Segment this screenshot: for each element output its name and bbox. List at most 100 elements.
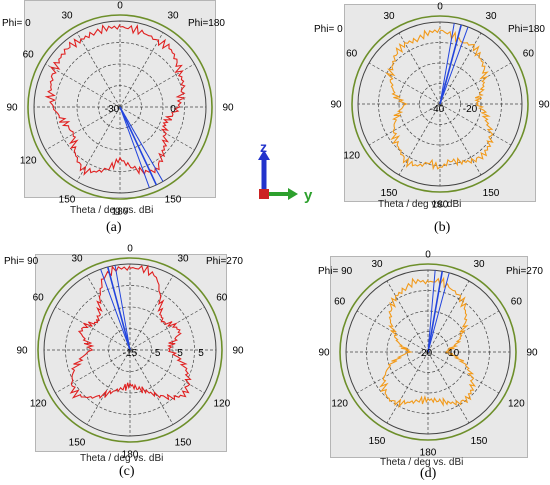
angle-tick-label: 120	[20, 156, 37, 167]
grid-spoke	[427, 280, 470, 353]
grid-spoke	[76, 106, 121, 182]
angle-tick-label: 150	[59, 194, 76, 205]
angle-tick-label: 30	[167, 11, 179, 22]
y-axis-arrowhead	[288, 188, 298, 200]
angle-tick-label: 180	[122, 450, 139, 461]
angle-tick-label: 90	[222, 103, 234, 114]
grid-spoke	[76, 32, 121, 108]
grid-spoke	[439, 32, 482, 105]
polar-plot: 0 30 30 60 60 90 90 120 150 180 150 -40 -20	[330, 2, 550, 211]
beam-line	[106, 266, 131, 351]
angle-tick-label: 90	[318, 348, 330, 359]
angle-tick-label: 90	[16, 346, 28, 357]
pattern-curve	[44, 24, 186, 176]
phi-left-label: Phi= 0	[314, 24, 343, 35]
beam-line	[427, 270, 436, 353]
angle-tick-label: 60	[334, 297, 346, 308]
angle-tick-label: 0	[117, 1, 123, 12]
angle-tick-label: 60	[216, 293, 228, 304]
beam-line	[439, 24, 462, 105]
pattern-curve	[379, 276, 477, 409]
radial-tick-label: 5	[198, 348, 204, 359]
angle-tick-label: 30	[71, 254, 83, 265]
angle-tick-label: 60	[33, 293, 45, 304]
angle-tick-label: 60	[23, 50, 35, 61]
grid-spoke	[129, 275, 174, 351]
outer-ring	[37, 257, 223, 443]
angle-tick-label: 150	[175, 437, 192, 448]
grid-spoke	[439, 62, 512, 105]
grid-spoke	[398, 32, 441, 105]
radial-tick-label: -15	[123, 348, 138, 359]
angle-tick-label: 150	[165, 194, 182, 205]
radial-tick-label: 0	[170, 104, 176, 115]
caption: (b)	[434, 220, 451, 235]
angle-tick-label: 150	[381, 188, 398, 199]
x-axis-marker	[259, 189, 269, 199]
x-axis-label: Theta / deg vs. dBi	[70, 205, 154, 216]
angle-tick-label: 90	[526, 348, 538, 359]
plot-area	[35, 254, 227, 452]
plot-area	[330, 256, 528, 458]
radial-tick-label: -20	[463, 104, 478, 115]
pattern-curve	[69, 264, 192, 401]
grid-spoke	[55, 349, 131, 394]
beam-line	[119, 106, 158, 186]
angle-tick-label: 120	[213, 399, 230, 410]
angle-tick-label: 180	[420, 448, 437, 459]
grid-spoke	[368, 62, 441, 105]
grid-spoke	[427, 351, 500, 394]
polar-chart-b: 0 30 30 60 60 90 90 120 150 180 150 -40 -20 Phi= 0 P…	[308, 0, 550, 240]
z-axis-label: z	[260, 142, 267, 155]
angle-tick-label: 0	[425, 250, 431, 261]
x-axis-label: Theta / deg vs. dBi	[380, 457, 464, 468]
angle-tick-label: 90	[330, 100, 342, 111]
caption: (c)	[119, 464, 135, 479]
polar-chart-c: 0 30 30 60 60 90 90 120 120 150 180 150 -15 -5 5 5 Phi=…	[0, 244, 250, 485]
outer-ring	[27, 14, 213, 200]
axes-orientation-icon: z y	[258, 142, 313, 204]
polar-chart-a: 0 30 30 60 90 90 120 150 180 150 -30 0 Phi= 0 Phi=1…	[0, 0, 240, 240]
radial-tick-label: 5	[177, 348, 183, 359]
phi-left-label: Phi= 90	[4, 256, 39, 267]
beam-line	[427, 272, 450, 353]
grid-spoke	[45, 106, 121, 151]
phi-right-label: Phi=270	[206, 256, 243, 267]
phi-right-label: Phi=180	[188, 18, 225, 29]
polar-plot: 0 30 30 60 60 90 90 120 120 150 180 150 -15 -5 5 5	[16, 244, 244, 461]
grid-spoke	[45, 63, 121, 108]
angle-tick-label: 0	[127, 244, 133, 255]
pattern-curve	[385, 27, 494, 171]
polar-plot: 0 30 30 60 60 90 90 120 120 150 180 150 -20 -10	[318, 250, 538, 459]
angle-tick-label: 150	[483, 188, 500, 199]
grid-spoke	[86, 349, 131, 425]
phi-left-label: Phi= 0	[2, 18, 31, 29]
beam-line	[119, 106, 164, 182]
angle-tick-label: 150	[471, 436, 488, 447]
beam-line	[114, 265, 131, 351]
grid-circle-2	[55, 42, 185, 172]
angle-tick-label: 30	[177, 254, 189, 265]
angle-tick-label: 120	[331, 399, 348, 410]
polar-chart-d: 0 30 30 60 60 90 90 120 120 150 180 150 -20 -10 Phi= …	[300, 244, 550, 485]
angle-tick-label: 150	[69, 437, 86, 448]
phi-right-label: Phi=270	[506, 266, 543, 277]
grid-spoke	[129, 306, 205, 351]
grid-spoke	[119, 106, 195, 151]
beam-line	[427, 271, 444, 353]
angle-tick-label: 30	[473, 259, 485, 270]
angle-tick-label: 30	[371, 259, 383, 270]
grid-spoke	[356, 351, 429, 394]
angle-tick-label: 180	[432, 200, 449, 211]
polar-plot: 0 30 30 60 90 90 120 150 180 150 -30 0	[6, 1, 234, 218]
beam-line	[100, 269, 131, 351]
radial-tick-label: -20	[418, 348, 433, 359]
outer-ring	[339, 263, 517, 441]
grid-spoke	[129, 349, 174, 425]
radial-tick-label: -30	[105, 104, 120, 115]
caption: (a)	[106, 220, 122, 235]
grid-spoke	[427, 351, 470, 424]
caption: (d)	[420, 466, 437, 481]
x-axis-label: Theta / deg vs. dBi	[80, 453, 164, 464]
grid-spoke	[129, 349, 205, 394]
